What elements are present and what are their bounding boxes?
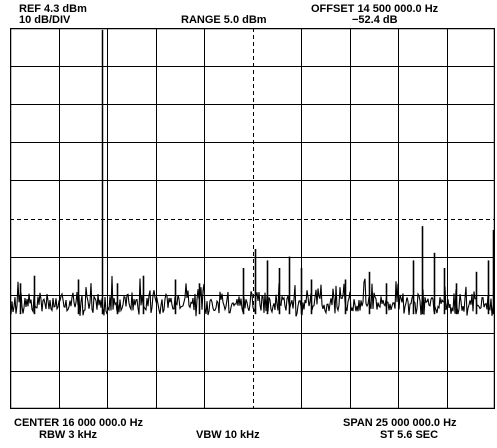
spectrum-display [10, 28, 495, 409]
frequency-offset-label: OFFSET 14 500 000.0 Hz [311, 3, 439, 15]
sweep-time-label: ST 5.6 SEC [380, 429, 439, 441]
graticule-grid [10, 28, 495, 409]
marker-level-readout: −52.4 dB [352, 14, 398, 26]
center-frequency-label: CENTER 16 000 000.0 Hz [14, 417, 144, 429]
scale-per-division-label: 10 dB/DIV [19, 14, 71, 26]
frequency-span-label: SPAN 25 000 000.0 Hz [343, 417, 457, 429]
resolution-bandwidth-label: RBW 3 kHz [39, 429, 98, 441]
reference-level-label: REF 4.3 dBm [19, 3, 87, 15]
graticule-border [10, 28, 495, 409]
video-bandwidth-label: VBW 10 kHz [196, 429, 260, 441]
spectrum-trace-group [10, 29, 495, 317]
range-label: RANGE 5.0 dBm [181, 14, 267, 26]
